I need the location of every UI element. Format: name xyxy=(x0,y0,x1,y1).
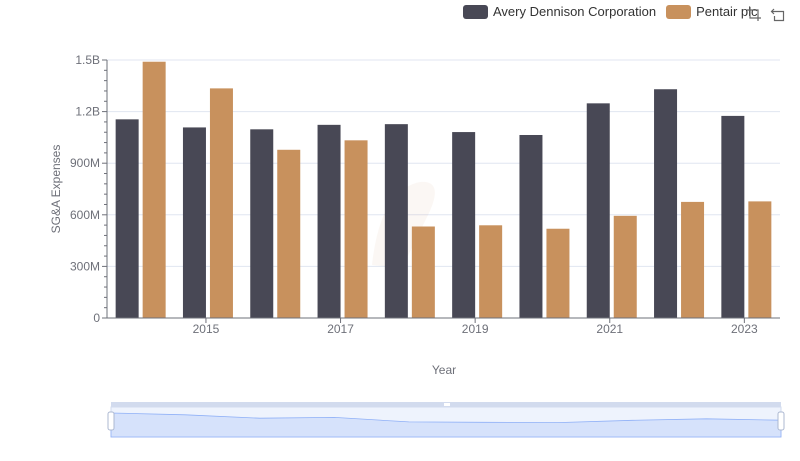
x-tick-label: 2017 xyxy=(327,322,354,336)
zoom-handle-left[interactable] xyxy=(107,411,115,431)
y-tick-label: 300M xyxy=(70,259,100,273)
x-tick-label: 2021 xyxy=(596,322,623,336)
y-tick-label: 600M xyxy=(70,208,100,222)
bar-pentair-2020 xyxy=(546,228,570,318)
bar-pentair-2015 xyxy=(209,88,233,318)
legend-swatch-avery-dennison xyxy=(463,4,488,19)
x-tick-label: 2023 xyxy=(731,322,758,336)
y-tick-label: 1.5B xyxy=(75,53,100,67)
legend-item-avery-dennison[interactable]: Avery Dennison Corporation xyxy=(463,4,656,19)
bar-pentair-2016 xyxy=(277,149,301,318)
axes: 0 300M 600M 900M 1.2B 1.5B 2015 2017 2019 2021 202… xyxy=(70,53,780,336)
bar-pentair-2022 xyxy=(681,201,705,318)
bar-avery-dennison-2017 xyxy=(317,124,341,319)
bar-pentair-2021 xyxy=(613,215,637,318)
bar-avery-dennison-2015 xyxy=(182,127,206,318)
bar-avery-dennison-2019 xyxy=(452,132,476,318)
y-tick-label: 1.2B xyxy=(75,105,100,119)
y-tick-label: 0 xyxy=(93,311,100,325)
zoom-grip-icon xyxy=(444,403,450,406)
bar-avery-dennison-2018 xyxy=(384,124,408,318)
data-zoom-slider[interactable] xyxy=(107,402,785,438)
bar-avery-dennison-2021 xyxy=(586,103,610,319)
y-tick-label: 900M xyxy=(70,156,100,170)
chart-legend: Avery Dennison Corporation Pentair plc xyxy=(463,4,768,19)
bar-avery-dennison-2016 xyxy=(250,129,274,318)
zoom-icon[interactable] xyxy=(746,6,762,22)
chart-toolbox xyxy=(746,6,786,22)
grid-lines xyxy=(107,59,780,267)
legend-label-avery-dennison: Avery Dennison Corporation xyxy=(493,4,657,19)
bar-avery-dennison-2014 xyxy=(115,119,139,318)
bar-pentair-2023 xyxy=(748,201,772,318)
x-tick-label: 2019 xyxy=(462,322,489,336)
legend-item-pentair[interactable]: Pentair plc xyxy=(666,4,758,19)
bar-pentair-2017 xyxy=(344,140,368,318)
restore-icon[interactable] xyxy=(770,6,786,22)
bar-avery-dennison-2023 xyxy=(721,115,745,319)
y-axis-title: SG&A Expenses xyxy=(49,145,63,234)
zoom-handle-right[interactable] xyxy=(777,411,785,431)
bar-pentair-2019 xyxy=(479,225,503,318)
x-tick-label: 2015 xyxy=(193,322,220,336)
legend-swatch-pentair xyxy=(666,4,692,19)
bar-pentair-2018 xyxy=(411,226,435,318)
bar-avery-dennison-2020 xyxy=(519,134,543,318)
legend-label-pentair: Pentair plc xyxy=(696,4,758,19)
bars xyxy=(115,61,772,319)
bar-avery-dennison-2022 xyxy=(654,89,678,319)
x-axis-title: Year xyxy=(432,363,456,377)
bar-pentair-2014 xyxy=(142,61,166,318)
